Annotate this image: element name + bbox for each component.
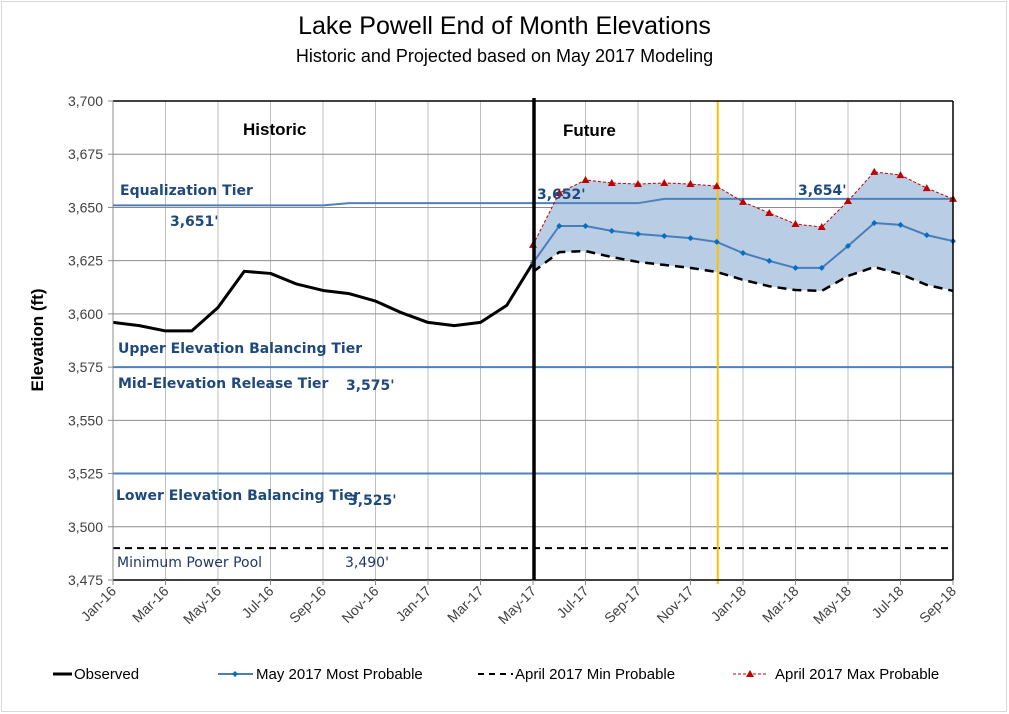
legend: Observed May 2017 Most Probable April 2017… (53, 666, 939, 683)
y-tick-label: 3,675 (68, 146, 103, 162)
min-probable-line (532, 249, 954, 293)
most-probable-point (792, 264, 799, 271)
legend-max-probable-label: April 2017 Max Probable (775, 666, 939, 683)
max-probable-point (922, 184, 931, 192)
x-tick-label: Nov-17 (653, 583, 696, 626)
x-tick-label: May-18 (810, 583, 854, 627)
minimum-power-pool-label: Minimum Power Pool (117, 555, 262, 571)
axes: 3,475 3,500 3,525 3,550 3,575 3,600 3,625 3,650… (28, 93, 959, 627)
x-tick-label: Mar-18 (759, 583, 802, 626)
x-tick-label: May-17 (495, 583, 539, 627)
observed-line (112, 262, 535, 333)
y-tick-label: 3,500 (68, 519, 103, 535)
max-probable-point (739, 197, 747, 205)
max-probable-point (817, 223, 826, 231)
most-probable-point (582, 222, 589, 229)
most-probable-point (556, 222, 563, 229)
x-tick-label: Sep-17 (601, 583, 644, 626)
x-tick-label: May-16 (180, 583, 224, 627)
y-tick-label: 3,575 (68, 359, 103, 375)
legend-observed-label: Observed (74, 666, 139, 683)
equalization-tier-label: Equalization Tier (120, 183, 253, 199)
max-probable-point (870, 167, 879, 175)
series-layer (112, 98, 957, 584)
max-probable-point (660, 178, 669, 186)
max-probable-point (844, 197, 852, 205)
max-probable-point (686, 180, 695, 188)
max-probable-point (581, 175, 590, 183)
max-probable-point (712, 182, 721, 190)
most-probable-point (897, 221, 904, 228)
x-tick-label: Sep-16 (286, 583, 329, 626)
equalization-value-label: 3,651' (170, 214, 219, 230)
max-probable-point (896, 171, 905, 179)
most-probable-point (608, 227, 615, 234)
y-tick-label: 3,650 (68, 199, 103, 215)
most-probable-point (923, 232, 930, 239)
y-tick-label: 3,525 (68, 466, 103, 482)
x-tick-label: Jan-18 (708, 583, 750, 625)
minimum-power-pool-value-label: 3,490' (345, 555, 389, 571)
y-tick-label: 3,550 (68, 412, 103, 428)
lower-elevation-value-label: 3,525' (348, 493, 397, 509)
legend-most-probable-marker (232, 671, 238, 677)
x-tick-label: Jul-16 (238, 583, 276, 621)
mid-elevation-release-tier-label: Mid-Elevation Release Tier (118, 376, 329, 392)
lower-elevation-balancing-tier-label: Lower Elevation Balancing Tier (116, 488, 360, 504)
legend-min-probable-label: April 2017 Min Probable (515, 666, 675, 683)
y-tick-label: 3,700 (68, 93, 103, 109)
max-probable-point (607, 178, 616, 186)
x-tick-label: Jan-17 (393, 583, 435, 625)
y-tick-label: 3,600 (68, 306, 103, 322)
most-probable-point (845, 242, 851, 249)
annotation-labels: Historic Future Equalization Tier 3,651' 3,6… (116, 120, 847, 571)
x-tick-label: Sep-18 (916, 583, 959, 626)
x-tick-label: Jul-18 (868, 583, 906, 621)
y-axis-title: Elevation (ft) (28, 289, 47, 392)
equalization-value-label-2: 3,652' (537, 187, 586, 203)
max-probable-point (791, 220, 800, 228)
legend-most-probable-label: May 2017 Most Probable (256, 666, 423, 683)
x-tick-label: Nov-16 (338, 583, 381, 626)
x-tick-label: Jul-17 (553, 583, 591, 621)
most-probable-point (818, 264, 825, 271)
historic-label: Historic (243, 120, 306, 139)
x-tick-label: Mar-17 (444, 583, 487, 626)
x-tick-label: Jan-16 (78, 583, 120, 625)
equalization-value-label-3: 3,654' (798, 183, 847, 199)
legend-max-probable-marker (746, 670, 754, 677)
most-probable-point (661, 232, 668, 239)
max-probable-point (555, 188, 564, 196)
max-probable-line (532, 171, 954, 246)
y-tick-label: 3,625 (68, 253, 103, 269)
chart-subtitle: Historic and Projected based on May 2017… (295, 46, 714, 66)
most-probable-point (871, 219, 878, 226)
future-label: Future (563, 121, 616, 140)
most-probable-point (713, 238, 720, 245)
most-probable-point (687, 235, 694, 242)
chart-title: Lake Powell End of Month Elevations (298, 12, 711, 40)
most-probable-point (766, 257, 773, 264)
mid-elevation-value-label: 3,575' (346, 378, 395, 394)
upper-elevation-balancing-tier-label: Upper Elevation Balancing Tier (118, 341, 362, 357)
y-tick-label: 3,475 (68, 572, 103, 588)
x-tick-label: Mar-16 (129, 583, 172, 626)
most-probable-point (635, 231, 641, 238)
max-probable-point (765, 208, 774, 216)
most-probable-point (740, 250, 746, 257)
max-probable-point (634, 180, 642, 188)
